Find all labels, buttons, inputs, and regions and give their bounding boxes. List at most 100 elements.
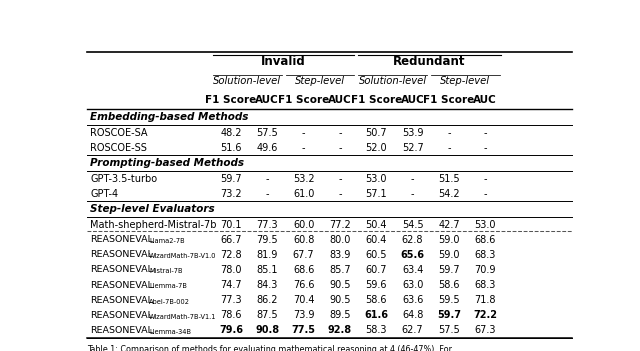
Text: 53.0: 53.0	[474, 220, 496, 230]
Text: 79.5: 79.5	[257, 235, 278, 245]
Text: 81.9: 81.9	[257, 250, 278, 260]
Text: ROSCOE-SA: ROSCOE-SA	[90, 128, 148, 138]
Text: 80.0: 80.0	[329, 235, 351, 245]
Text: REASONEVAL: REASONEVAL	[90, 311, 154, 320]
Text: 66.7: 66.7	[220, 235, 242, 245]
Text: 87.5: 87.5	[257, 310, 278, 320]
Text: Abel-7B-002: Abel-7B-002	[149, 299, 190, 305]
Text: 71.8: 71.8	[474, 295, 496, 305]
Text: 68.3: 68.3	[475, 280, 496, 290]
Text: 73.9: 73.9	[293, 310, 314, 320]
Text: -: -	[338, 174, 342, 184]
Text: 51.6: 51.6	[220, 143, 242, 153]
Text: Llama2-7B: Llama2-7B	[149, 238, 184, 244]
Text: 59.7: 59.7	[438, 265, 460, 275]
Text: 59.7: 59.7	[220, 174, 242, 184]
Text: 58.3: 58.3	[365, 325, 387, 336]
Text: Table 1: Comparison of methods for evaluating mathematical reasoning at 4 (46-47: Table 1: Comparison of methods for evalu…	[88, 345, 459, 351]
Text: 64.8: 64.8	[402, 310, 423, 320]
Text: 59.5: 59.5	[438, 295, 460, 305]
Text: 63.4: 63.4	[402, 265, 423, 275]
Text: 54.2: 54.2	[438, 189, 460, 199]
Text: 59.0: 59.0	[438, 250, 460, 260]
Text: AUC: AUC	[401, 95, 424, 105]
Text: 60.4: 60.4	[365, 235, 387, 245]
Text: 62.7: 62.7	[402, 325, 424, 336]
Text: 63.6: 63.6	[402, 295, 423, 305]
Text: WizardMath-7B-V1.1: WizardMath-7B-V1.1	[149, 314, 216, 320]
Text: 89.5: 89.5	[329, 310, 351, 320]
Text: F1 Score: F1 Score	[278, 95, 329, 105]
Text: 70.1: 70.1	[220, 220, 242, 230]
Text: 59.6: 59.6	[365, 280, 387, 290]
Text: AUC: AUC	[255, 95, 279, 105]
Text: 48.2: 48.2	[220, 128, 242, 138]
Text: -: -	[484, 189, 487, 199]
Text: 77.3: 77.3	[220, 295, 242, 305]
Text: -: -	[266, 174, 269, 184]
Text: 50.7: 50.7	[365, 128, 387, 138]
Text: 68.3: 68.3	[475, 250, 496, 260]
Text: 57.1: 57.1	[365, 189, 387, 199]
Text: F1 Score: F1 Score	[351, 95, 402, 105]
Text: 59.0: 59.0	[438, 235, 460, 245]
Text: Solution-level: Solution-level	[359, 76, 427, 86]
Text: Step-level: Step-level	[440, 76, 490, 86]
Text: Step-level: Step-level	[295, 76, 345, 86]
Text: 58.6: 58.6	[365, 295, 387, 305]
Text: 78.0: 78.0	[220, 265, 242, 275]
Text: REASONEVAL: REASONEVAL	[90, 280, 154, 290]
Text: 51.5: 51.5	[438, 174, 460, 184]
Text: 76.6: 76.6	[293, 280, 314, 290]
Text: 52.0: 52.0	[365, 143, 387, 153]
Text: REASONEVAL: REASONEVAL	[90, 296, 154, 305]
Text: -: -	[302, 128, 305, 138]
Text: REASONEVAL: REASONEVAL	[90, 326, 154, 335]
Text: 65.6: 65.6	[401, 250, 424, 260]
Text: 42.7: 42.7	[438, 220, 460, 230]
Text: 79.6: 79.6	[219, 325, 243, 336]
Text: 77.2: 77.2	[329, 220, 351, 230]
Text: F1 Score: F1 Score	[205, 95, 257, 105]
Text: 72.2: 72.2	[474, 310, 497, 320]
Text: F1 Score: F1 Score	[423, 95, 475, 105]
Text: 92.8: 92.8	[328, 325, 352, 336]
Text: Embedding-based Methods: Embedding-based Methods	[90, 112, 249, 122]
Text: Invalid: Invalid	[261, 55, 306, 68]
Text: AUC: AUC	[328, 95, 352, 105]
Text: 53.0: 53.0	[365, 174, 387, 184]
Text: 86.2: 86.2	[257, 295, 278, 305]
Text: -: -	[302, 143, 305, 153]
Text: GPT-3.5-turbo: GPT-3.5-turbo	[90, 174, 157, 184]
Text: REASONEVAL: REASONEVAL	[90, 235, 154, 244]
Text: 70.4: 70.4	[293, 295, 314, 305]
Text: 57.5: 57.5	[257, 128, 278, 138]
Text: 85.7: 85.7	[329, 265, 351, 275]
Text: 58.6: 58.6	[438, 280, 460, 290]
Text: 70.9: 70.9	[474, 265, 496, 275]
Text: REASONEVAL: REASONEVAL	[90, 265, 154, 274]
Text: 77.3: 77.3	[257, 220, 278, 230]
Text: 72.8: 72.8	[220, 250, 242, 260]
Text: WizardMath-7B-V1.0: WizardMath-7B-V1.0	[149, 253, 216, 259]
Text: 90.8: 90.8	[255, 325, 279, 336]
Text: -: -	[338, 128, 342, 138]
Text: 53.9: 53.9	[402, 128, 423, 138]
Text: -: -	[447, 143, 451, 153]
Text: 73.2: 73.2	[220, 189, 242, 199]
Text: 90.5: 90.5	[329, 280, 351, 290]
Text: 60.7: 60.7	[365, 265, 387, 275]
Text: 57.5: 57.5	[438, 325, 460, 336]
Text: -: -	[411, 189, 414, 199]
Text: 68.6: 68.6	[293, 265, 314, 275]
Text: 68.6: 68.6	[475, 235, 496, 245]
Text: Step-level Evaluators: Step-level Evaluators	[90, 204, 215, 214]
Text: 85.1: 85.1	[257, 265, 278, 275]
Text: 67.3: 67.3	[474, 325, 496, 336]
Text: Solution-level: Solution-level	[213, 76, 282, 86]
Text: Prompting-based Methods: Prompting-based Methods	[90, 158, 244, 168]
Text: 61.0: 61.0	[293, 189, 314, 199]
Text: 52.7: 52.7	[402, 143, 424, 153]
Text: Math-shepherd-Mistral-7b: Math-shepherd-Mistral-7b	[90, 220, 217, 230]
Text: -: -	[411, 174, 414, 184]
